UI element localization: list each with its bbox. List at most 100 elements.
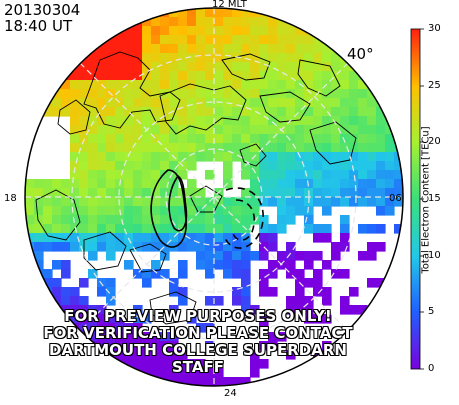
tec-cell: [169, 107, 179, 117]
tec-cell: [178, 377, 188, 386]
tec-cell: [133, 98, 143, 108]
tec-cell: [331, 134, 341, 144]
tec-cell: [151, 224, 161, 234]
tec-cell: [367, 188, 377, 198]
tec-cell: [394, 188, 403, 198]
tec-cell: [97, 233, 107, 243]
tec-cell: [367, 170, 377, 180]
tec-cell: [277, 116, 287, 126]
tec-cell: [142, 134, 152, 144]
tec-cell: [79, 89, 89, 99]
tec-cell: [286, 296, 296, 306]
tec-cell: [106, 143, 116, 153]
tec-cell: [43, 107, 53, 117]
tec-cell: [106, 224, 116, 234]
tec-cell: [214, 242, 224, 252]
tec-cell: [385, 206, 395, 216]
tec-cell: [232, 8, 242, 18]
tec-cell: [304, 44, 314, 54]
tec-cell: [25, 188, 35, 198]
tec-cell: [241, 233, 251, 243]
tec-cell: [286, 71, 296, 81]
tec-cell: [88, 53, 98, 63]
tec-cell: [34, 242, 44, 252]
tec-cell: [61, 269, 71, 279]
tec-cell: [349, 152, 359, 162]
tec-cell: [97, 278, 107, 288]
tec-cell: [34, 206, 44, 216]
tec-cell: [241, 215, 251, 225]
tec-cell: [34, 251, 44, 261]
tec-cell: [169, 134, 179, 144]
tec-cell: [61, 197, 71, 207]
tec-cell: [115, 134, 125, 144]
tec-cell: [214, 17, 224, 27]
tec-cell: [205, 143, 215, 153]
tec-cell: [169, 170, 179, 180]
tec-cell: [124, 350, 134, 360]
colorbar-tick-label: 30: [428, 23, 441, 34]
tec-cell: [214, 152, 224, 162]
tec-cell: [52, 179, 62, 189]
tec-cell: [151, 260, 161, 270]
tec-cell: [286, 206, 296, 216]
tec-cell: [70, 296, 80, 306]
tec-cell: [223, 152, 233, 162]
tec-cell: [178, 89, 188, 99]
tec-cell: [331, 161, 341, 171]
tec-cell: [232, 116, 242, 126]
tec-cell: [115, 332, 125, 342]
tec-cell: [88, 134, 98, 144]
tec-cell: [214, 89, 224, 99]
tec-cell: [313, 143, 323, 153]
tec-cell: [88, 269, 98, 279]
tec-cell: [376, 170, 386, 180]
colorbar-tick-label: 20: [428, 136, 441, 147]
tec-cell: [124, 179, 134, 189]
tec-cell: [106, 116, 116, 126]
tec-cell: [70, 305, 80, 315]
tec-cell: [205, 170, 215, 180]
tec-cell: [358, 251, 368, 261]
tec-cell: [232, 125, 242, 135]
tec-cell: [223, 269, 233, 279]
tec-cell: [196, 224, 206, 234]
tec-cell: [52, 206, 62, 216]
tec-cell: [376, 188, 386, 198]
tec-cell: [259, 98, 269, 108]
tec-cell: [277, 215, 287, 225]
tec-cell: [196, 107, 206, 117]
tec-cell: [151, 62, 161, 72]
tec-cell: [313, 53, 323, 63]
tec-cell: [151, 188, 161, 198]
tec-cell: [358, 161, 368, 171]
tec-cell: [322, 143, 332, 153]
tec-cell: [97, 188, 107, 198]
tec-cell: [142, 170, 152, 180]
tec-cell: [295, 134, 305, 144]
tec-cell: [178, 359, 188, 369]
tec-cell: [169, 53, 179, 63]
tec-cell: [223, 44, 233, 54]
tec-cell: [241, 71, 251, 81]
tec-cell: [178, 53, 188, 63]
tec-cell: [142, 206, 152, 216]
tec-cell: [232, 35, 242, 45]
tec-cell: [232, 134, 242, 144]
tec-cell: [268, 152, 278, 162]
tec-cell: [322, 53, 332, 63]
tec-cell: [268, 260, 278, 270]
tec-cell: [43, 215, 53, 225]
tec-cell: [88, 107, 98, 117]
tec-cell: [277, 332, 287, 342]
tec-cell: [97, 314, 107, 324]
tec-cell: [286, 170, 296, 180]
tec-cell: [151, 242, 161, 252]
tec-cell: [358, 98, 368, 108]
tec-cell: [331, 71, 341, 81]
tec-cell: [115, 53, 125, 63]
tec-cell: [259, 287, 269, 297]
tec-cell: [79, 179, 89, 189]
tec-cell: [232, 89, 242, 99]
tec-cell: [322, 152, 332, 162]
